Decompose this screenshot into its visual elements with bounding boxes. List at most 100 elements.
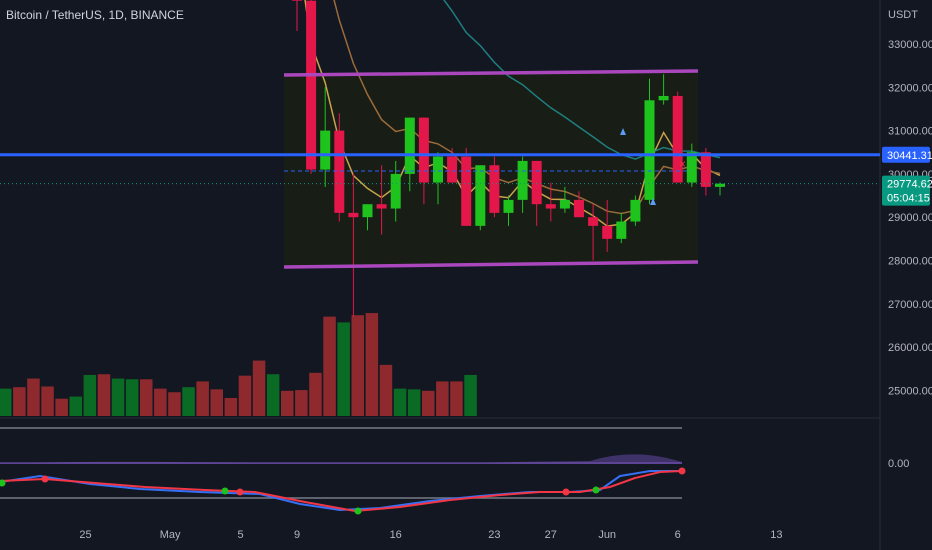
- symbol-title: Bitcoin / TetherUS, 1D, BINANCE: [6, 8, 184, 22]
- volume-bar: [125, 379, 139, 416]
- volume-bar: [27, 378, 40, 416]
- grid-layer: [0, 0, 881, 550]
- candle-body: [574, 199, 584, 218]
- candle-body: [545, 204, 556, 209]
- candle-body: [630, 199, 641, 222]
- candle-body: [447, 156, 458, 183]
- x-tick-label: 27: [545, 529, 557, 541]
- x-tick-label: 6: [675, 529, 681, 541]
- volume-bar: [351, 315, 364, 416]
- candle-body: [489, 165, 500, 213]
- osc-cross-dot: [221, 487, 229, 495]
- osc-cross-dot: [354, 507, 362, 515]
- y-tick-label: 32000.00: [888, 82, 932, 94]
- volume-bar: [154, 388, 167, 416]
- candle-body: [644, 100, 655, 200]
- candle-body: [602, 225, 613, 239]
- line-price-badge: 30441.31: [887, 150, 932, 162]
- candle-body: [559, 199, 570, 209]
- x-tick-label: 9: [294, 529, 300, 541]
- x-tick-label: May: [160, 529, 181, 541]
- y-tick-label: 26000.00: [888, 342, 932, 354]
- volume-bar: [450, 381, 463, 416]
- candle-body: [433, 156, 443, 183]
- volume-bar: [337, 322, 350, 416]
- candle-body: [418, 117, 429, 183]
- volume-bar: [140, 379, 153, 416]
- y-tick-label: 29000.00: [888, 212, 932, 224]
- x-tick-label: 5: [238, 529, 244, 541]
- y-tick-label: 31000.00: [888, 126, 932, 138]
- candle-body: [362, 204, 373, 218]
- volume-bar: [436, 381, 449, 416]
- axis-layer: 33000.0032000.0031000.0030000.0029000.00…: [79, 9, 932, 541]
- candle-body: [306, 0, 317, 170]
- osc-y-tick-label: 0.00: [888, 458, 909, 470]
- volume-bar: [41, 386, 54, 416]
- volume-bar: [69, 396, 82, 416]
- volume-bar: [224, 398, 238, 416]
- up-signal-marker: [620, 128, 626, 135]
- line-price-badge-bg: [882, 146, 930, 163]
- candles-layer: [292, 0, 725, 317]
- volume-bar: [111, 378, 125, 416]
- x-tick-label: 25: [79, 529, 91, 541]
- cross-signal-marker: ×: [679, 157, 686, 171]
- x-tick-label: 16: [390, 529, 402, 541]
- volume-bar: [266, 374, 280, 416]
- volume-bar: [407, 389, 421, 416]
- volume-bar: [196, 381, 209, 416]
- drawing-layer: ×: [0, 69, 880, 269]
- channel-top-line: [283, 69, 699, 77]
- candle-body: [390, 173, 401, 209]
- volume-bar: [55, 398, 68, 416]
- candle-body: [376, 204, 387, 209]
- candle-body: [334, 130, 345, 213]
- volume-bar: [238, 375, 252, 416]
- candle-body: [672, 95, 683, 183]
- volume-bar: [464, 374, 477, 416]
- volume-bar: [210, 389, 223, 416]
- y-tick-label: 27000.00: [888, 299, 932, 311]
- volume-bar: [97, 374, 111, 416]
- candle-body: [658, 95, 669, 101]
- price-badges-layer: 30441.31 29774.62 05:04:15: [882, 146, 932, 206]
- candle-body: [503, 199, 514, 213]
- candle-body: [461, 156, 472, 226]
- volume-bar: [323, 316, 336, 416]
- countdown-badge: 05:04:15: [887, 193, 930, 205]
- volume-bar: [13, 387, 26, 416]
- volume-bar: [252, 360, 266, 416]
- osc-cross-dot: [592, 486, 600, 494]
- candle-body: [531, 160, 542, 205]
- volume-bar: [365, 313, 379, 416]
- volume-bar: [422, 390, 435, 416]
- candle-body: [320, 130, 331, 170]
- last-price-badge-bg: [882, 175, 930, 206]
- volume-bar: [0, 388, 12, 416]
- osc-cross-dot: [41, 475, 49, 483]
- volume-layer: [0, 313, 477, 416]
- volume-bar: [182, 387, 195, 416]
- candle-body: [475, 165, 486, 226]
- channel-bottom-line: [283, 260, 699, 269]
- osc-cross-dot: [562, 488, 570, 496]
- y-tick-label: 25000.00: [888, 385, 932, 397]
- volume-bar: [168, 392, 181, 416]
- volume-bar: [379, 364, 393, 416]
- candle-body: [348, 212, 359, 218]
- y-tick-label: 33000.00: [888, 39, 932, 51]
- candle-body: [686, 152, 697, 183]
- y-tick-label: 28000.00: [888, 256, 932, 268]
- candle-body: [292, 0, 302, 1]
- osc-cross-dot: [678, 467, 686, 475]
- candle-body: [588, 217, 599, 226]
- x-tick-label: 23: [488, 529, 500, 541]
- volume-bar: [309, 372, 322, 416]
- candle-body: [517, 160, 528, 200]
- candle-body: [404, 117, 415, 174]
- candle-body: [616, 221, 627, 239]
- osc-slow-line: [0, 470, 683, 513]
- volume-bar: [393, 388, 407, 416]
